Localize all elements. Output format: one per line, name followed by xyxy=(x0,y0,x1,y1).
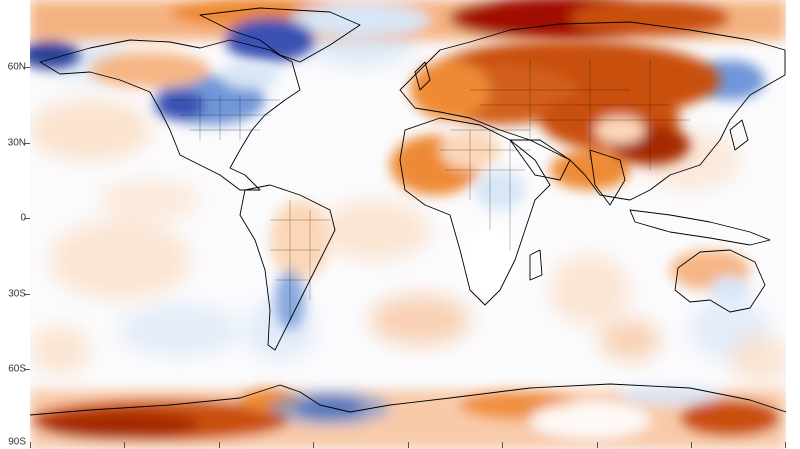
coastlines xyxy=(30,7,786,416)
coast-japan xyxy=(729,119,749,151)
lon-tick xyxy=(502,442,503,448)
lon-tick xyxy=(219,442,220,448)
lat-label-60s: 60S xyxy=(8,363,26,375)
coast-africa xyxy=(399,117,551,306)
coast-uk xyxy=(414,61,431,91)
lon-tick xyxy=(124,442,125,448)
lat-label-0: 0 xyxy=(20,213,26,224)
antarctic-anomalies xyxy=(30,385,786,449)
lat-label-30n: 30N xyxy=(7,137,26,149)
coast-indonesia xyxy=(629,209,771,246)
anomaly-map[interactable] xyxy=(30,0,786,449)
coast-arabia xyxy=(509,139,571,181)
coast-india xyxy=(589,149,626,206)
lat-tick xyxy=(24,143,30,144)
anomaly-map-canvas xyxy=(30,0,786,449)
lat-tick xyxy=(24,294,30,295)
coast-eurasia xyxy=(399,21,786,201)
coast-north-america xyxy=(39,39,301,191)
lat-label-90s: 90S xyxy=(8,436,26,448)
lat-tick xyxy=(24,67,30,68)
ocean-anomalies xyxy=(30,15,786,385)
lat-label-60n: 60N xyxy=(7,61,26,73)
lon-tick xyxy=(691,442,692,448)
coast-australia xyxy=(674,249,766,313)
coast-antarctica xyxy=(30,383,786,416)
lon-tick xyxy=(30,442,31,448)
coast-greenland xyxy=(199,7,361,63)
coast-madagascar xyxy=(529,249,543,281)
lat-tick xyxy=(24,369,30,370)
country-borders xyxy=(170,60,690,320)
lon-tick xyxy=(785,442,786,448)
lon-tick xyxy=(313,442,314,448)
lon-tick xyxy=(597,442,598,448)
lat-label-30s: 30S xyxy=(8,288,26,300)
lon-tick xyxy=(408,442,409,448)
lat-tick xyxy=(24,218,30,219)
